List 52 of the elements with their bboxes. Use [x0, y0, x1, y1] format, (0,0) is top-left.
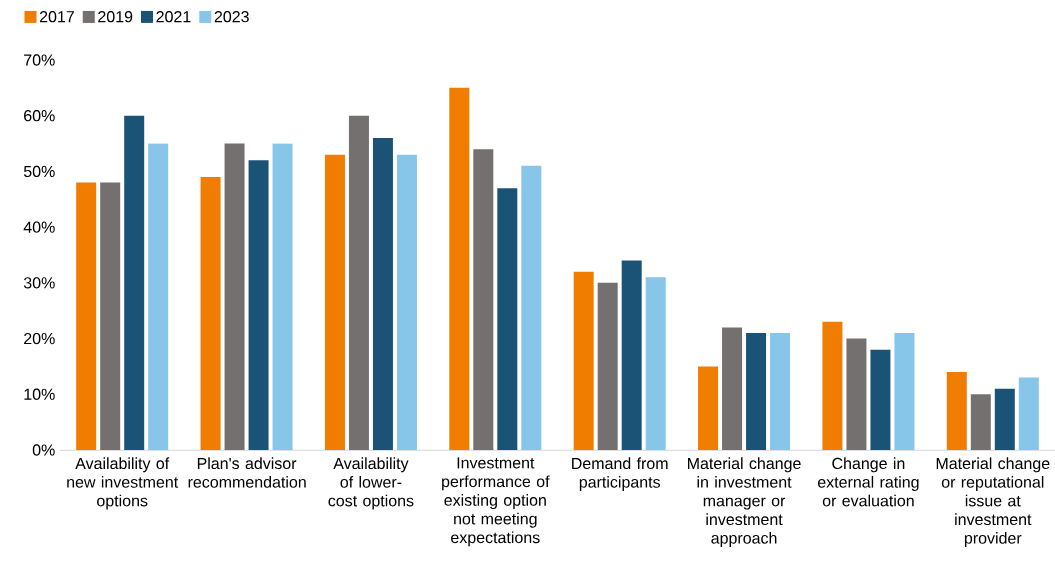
- bar: [248, 160, 269, 450]
- y-tick-label: 40%: [23, 221, 55, 233]
- x-tick-label: Investment performance of existing option not meeting expectations: [442, 457, 550, 547]
- bar: [894, 332, 915, 450]
- bar: [770, 332, 791, 450]
- bar: [224, 143, 245, 450]
- bar: [1018, 377, 1039, 450]
- bar: [497, 188, 518, 450]
- y-tick-label: 60%: [24, 110, 55, 122]
- x-tick-label: Material change in investment manager or investment approach: [688, 457, 801, 547]
- y-tick-label: 30%: [23, 277, 55, 289]
- x-tick-label: Change in external rating or evaluation: [817, 457, 919, 507]
- bar: [200, 177, 221, 450]
- y-tick-label: 70%: [24, 54, 55, 66]
- bar: [449, 87, 470, 450]
- bar: [521, 165, 542, 450]
- bar: [124, 115, 145, 450]
- bar: [396, 154, 417, 450]
- bar: [372, 138, 393, 450]
- y-tick-label: 20%: [24, 332, 55, 345]
- bar: [746, 332, 767, 450]
- x-tick-label: Availability of lower-cost options: [328, 457, 414, 510]
- y-tick-label: 10%: [24, 388, 55, 400]
- legend-label: 2023: [214, 11, 249, 23]
- bar: [148, 143, 169, 450]
- bar: [348, 115, 369, 450]
- y-tick-label: 50%: [23, 165, 55, 178]
- bar: [698, 366, 719, 450]
- bar: [324, 154, 345, 450]
- bar: [573, 271, 594, 450]
- bar: [76, 182, 97, 450]
- x-tick-label: Plan's advisor recommendation: [188, 457, 306, 488]
- bar: [822, 321, 843, 450]
- bar: [272, 143, 293, 450]
- legend-label: 2017: [39, 11, 74, 23]
- bar: [970, 394, 991, 450]
- bar: [870, 349, 891, 450]
- bar: [994, 388, 1015, 450]
- bar: [597, 282, 618, 450]
- bar: [722, 327, 743, 450]
- bar: [946, 371, 967, 450]
- bar: [645, 277, 666, 450]
- x-tick-label: Availability of new investment options: [67, 457, 179, 510]
- x-tick-label: Material change or reputational issue at investment provider: [936, 457, 1050, 547]
- bar: [473, 149, 494, 450]
- x-tick-label: Demand from participants: [572, 457, 668, 491]
- bar: [100, 182, 121, 450]
- legend-label: 2019: [98, 11, 133, 23]
- y-tick-label: 0%: [32, 444, 55, 456]
- bar: [621, 260, 642, 450]
- legend-label: 2021: [156, 11, 191, 23]
- bar: [846, 338, 867, 450]
